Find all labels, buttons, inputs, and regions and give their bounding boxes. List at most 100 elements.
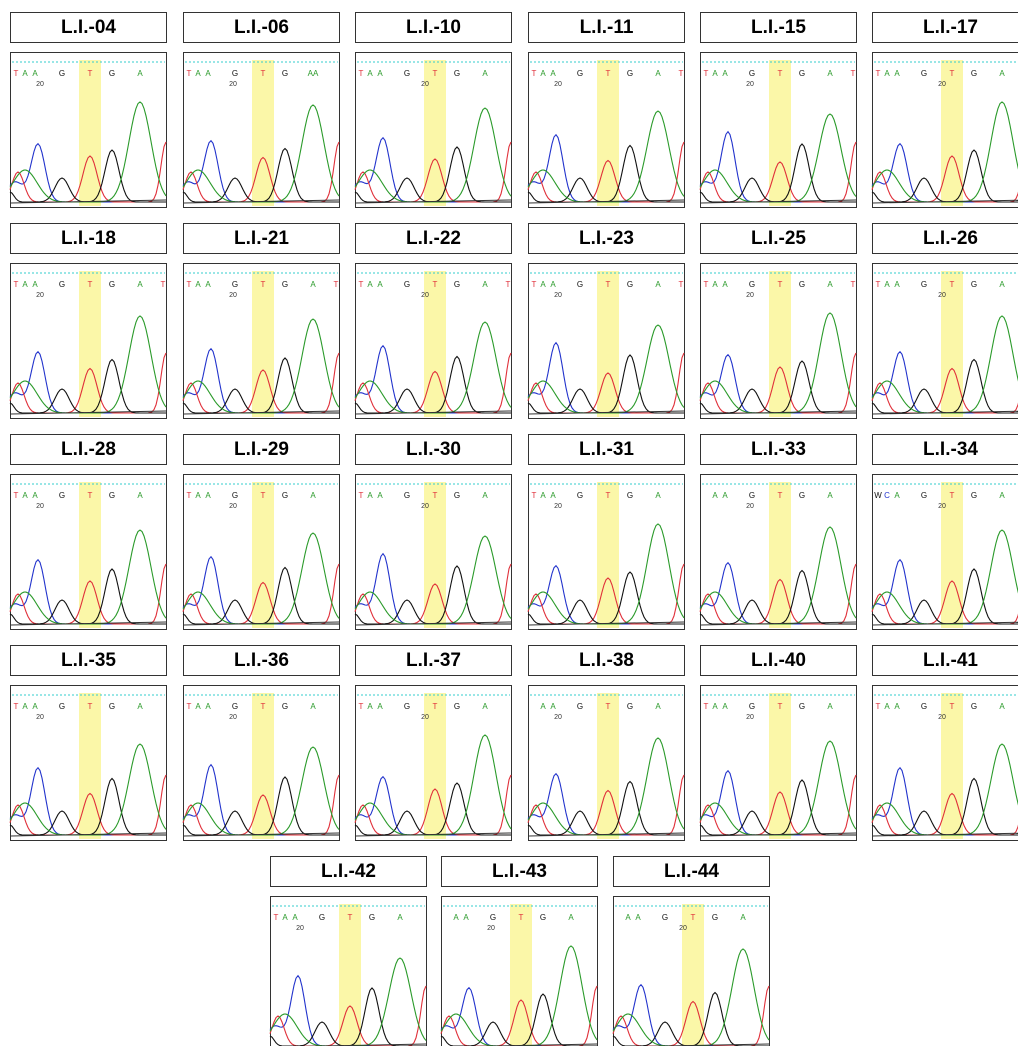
base-call: A: [827, 280, 833, 289]
base-call: G: [282, 702, 288, 711]
base-call: T: [433, 280, 438, 289]
position-label: 20: [938, 81, 946, 88]
base-call: G: [454, 280, 460, 289]
panel-label: L.I.-44: [664, 861, 719, 882]
base-call: A: [482, 69, 488, 78]
position-label: 20: [746, 81, 754, 88]
chromatogram: TAAGTGA20: [10, 686, 167, 841]
base-call: A: [137, 491, 143, 500]
base-call: G: [232, 69, 238, 78]
panel-label: L.I.-42: [321, 861, 376, 882]
base-call: A: [712, 702, 718, 711]
base-call: G: [749, 280, 755, 289]
base-call: T: [433, 491, 438, 500]
chromatogram: AAGTGA20: [528, 686, 685, 841]
chromatogram: TAAGTGA20: [528, 475, 685, 630]
panel: L.I.-43 AAGTGA20: [441, 857, 598, 1046]
base-call: T: [876, 280, 881, 289]
highlight: [252, 60, 274, 206]
base-call: T: [778, 702, 783, 711]
highlight: [79, 482, 101, 628]
base-call: A: [195, 491, 201, 500]
base-call: G: [109, 702, 115, 711]
panel-label: L.I.-41: [923, 650, 978, 671]
base-call: A: [884, 702, 890, 711]
base-call: T: [187, 491, 192, 500]
base-call: A: [397, 913, 403, 922]
base-call: A: [635, 913, 641, 922]
highlight: [769, 271, 791, 417]
panel-label: L.I.-21: [234, 228, 289, 249]
panel-label: L.I.-18: [61, 228, 116, 249]
chromatogram: TAAGTGA20: [872, 264, 1018, 419]
base-call: G: [921, 491, 927, 500]
base-call: A: [32, 702, 38, 711]
panel-label: L.I.-06: [234, 17, 289, 38]
base-call: T: [704, 702, 709, 711]
chromatogram: TAAGTGAT20: [528, 264, 685, 419]
base-call: T: [359, 702, 364, 711]
highlight: [252, 693, 274, 839]
panel-label: L.I.-35: [61, 650, 116, 671]
base-call: T: [334, 280, 339, 289]
chromatogram: AAGTGA20: [441, 897, 598, 1046]
base-call: T: [876, 702, 881, 711]
base-call: G: [799, 69, 805, 78]
base-call: A: [310, 702, 316, 711]
base-call: T: [187, 702, 192, 711]
base-call: A: [550, 702, 556, 711]
chromatogram: TAAGTGA20: [10, 53, 167, 208]
position-label: 20: [938, 292, 946, 299]
base-call: A: [722, 280, 728, 289]
base-call: A: [137, 69, 143, 78]
figure: L.I.-04TAAGTGA20L.I.-06TAAGTGAA20L.I.-10…: [0, 0, 1018, 1046]
highlight: [769, 693, 791, 839]
base-call: G: [404, 491, 410, 500]
panel: L.I.-23TAAGTGAT20: [528, 224, 685, 419]
position-label: 20: [746, 292, 754, 299]
base-call: T: [14, 491, 19, 500]
base-call: T: [261, 491, 266, 500]
chromatogram: TAAGTGA20: [872, 53, 1018, 208]
highlight: [252, 482, 274, 628]
base-call: G: [749, 702, 755, 711]
base-call: G: [59, 702, 65, 711]
panel: L.I.-10TAAGTGA20: [355, 13, 512, 208]
position-label: 20: [554, 503, 562, 510]
base-call: A: [205, 702, 211, 711]
base-call: A: [884, 280, 890, 289]
base-call: T: [950, 69, 955, 78]
chromatogram: TAAGTGAT20: [183, 264, 340, 419]
panel: L.I.-33AAGTGA20: [700, 435, 857, 630]
base-call: T: [950, 280, 955, 289]
panel-label: L.I.-31: [579, 439, 634, 460]
panel-label: L.I.-17: [923, 17, 978, 38]
chromatogram: TAAGTGA20: [355, 53, 512, 208]
base-call: A: [894, 280, 900, 289]
base-call: G: [282, 491, 288, 500]
position-label: 20: [938, 714, 946, 721]
panel-label: L.I.-22: [406, 228, 461, 249]
highlight: [769, 482, 791, 628]
position-label: 20: [679, 925, 687, 932]
base-call: T: [851, 69, 856, 78]
panel-label: L.I.-26: [923, 228, 978, 249]
base-call: A: [827, 702, 833, 711]
base-call: A: [377, 69, 383, 78]
position-label: 20: [36, 714, 44, 721]
highlight: [597, 693, 619, 839]
base-call: T: [187, 69, 192, 78]
base-call: A: [540, 69, 546, 78]
base-call: T: [14, 702, 19, 711]
highlight: [252, 271, 274, 417]
position-label: 20: [554, 292, 562, 299]
base-call: A: [540, 491, 546, 500]
panel: L.I.-06TAAGTGAA20: [183, 13, 340, 208]
panel-label: L.I.-43: [492, 861, 547, 882]
base-call: A: [999, 280, 1005, 289]
